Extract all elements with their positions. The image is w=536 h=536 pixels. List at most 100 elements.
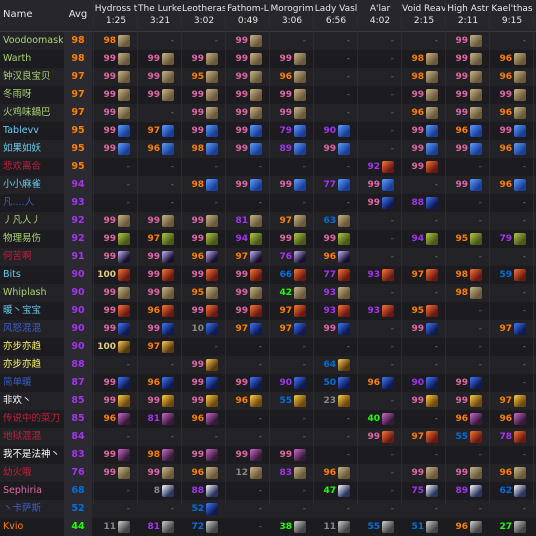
parse-cell[interactable]: 40 bbox=[360, 410, 400, 428]
parse-cell[interactable]: 96 bbox=[140, 302, 180, 320]
table-row[interactable]: 钟汉良宝贝 97 99 99 95 99 96 - - 98 99 96 bbox=[0, 68, 536, 86]
player-name[interactable]: 非欢丶 bbox=[3, 395, 32, 406]
parse-cell[interactable]: 96 bbox=[360, 374, 400, 392]
parse-cell[interactable]: 98 bbox=[184, 140, 224, 158]
parse-cell[interactable]: 97 bbox=[272, 320, 312, 338]
parse-cell[interactable]: 99 bbox=[184, 266, 224, 284]
parse-cell[interactable]: 99 bbox=[96, 140, 136, 158]
parse-cell[interactable]: - bbox=[404, 248, 444, 266]
parse-cell[interactable]: 99 bbox=[448, 392, 488, 410]
parse-cell[interactable]: - bbox=[316, 428, 356, 446]
parse-cell[interactable]: - bbox=[96, 176, 136, 194]
player-name[interactable]: 凡....人 bbox=[3, 197, 35, 208]
parse-cell[interactable]: - bbox=[448, 248, 488, 266]
parse-cell[interactable]: - bbox=[360, 104, 400, 122]
parse-cell[interactable]: - bbox=[360, 50, 400, 68]
player-name[interactable]: 简单暖 bbox=[3, 377, 32, 388]
parse-cell[interactable]: 96 bbox=[492, 464, 532, 482]
parse-cell[interactable]: - bbox=[184, 338, 224, 356]
parse-cell[interactable]: - bbox=[360, 482, 400, 500]
parse-cell[interactable]: 99 bbox=[96, 392, 136, 410]
parse-cell[interactable]: - bbox=[492, 194, 532, 212]
parse-cell[interactable]: 99 bbox=[140, 320, 180, 338]
parse-cell[interactable]: - bbox=[272, 338, 312, 356]
header-boss-4[interactable]: Morogrim 3:06 bbox=[270, 0, 314, 31]
parse-cell[interactable]: 77 bbox=[316, 176, 356, 194]
parse-cell[interactable]: 100 bbox=[96, 338, 136, 356]
parse-cell[interactable]: 89 bbox=[448, 482, 488, 500]
parse-cell[interactable]: 99 bbox=[272, 176, 312, 194]
parse-cell[interactable]: 97 bbox=[140, 122, 180, 140]
parse-cell[interactable]: 99 bbox=[140, 248, 180, 266]
parse-cell[interactable]: - bbox=[272, 482, 312, 500]
parse-cell[interactable]: - bbox=[272, 428, 312, 446]
parse-cell[interactable]: 81 bbox=[228, 212, 268, 230]
parse-cell[interactable]: 11 bbox=[96, 518, 136, 536]
player-name[interactable]: 风怒混混 bbox=[3, 323, 42, 334]
player-name[interactable]: Bits bbox=[3, 269, 21, 280]
parse-cell[interactable]: 99 bbox=[448, 374, 488, 392]
parse-cell[interactable]: 96 bbox=[492, 176, 532, 194]
parse-cell[interactable]: 77 bbox=[316, 266, 356, 284]
parse-cell[interactable]: - bbox=[272, 194, 312, 212]
parse-cell[interactable]: 10 bbox=[184, 320, 224, 338]
parse-cell[interactable]: 99 bbox=[228, 374, 268, 392]
parse-cell[interactable]: 96 bbox=[492, 410, 532, 428]
parse-cell[interactable]: - bbox=[140, 104, 180, 122]
parse-cell[interactable]: - bbox=[140, 176, 180, 194]
parse-cell[interactable]: 99 bbox=[228, 32, 268, 50]
parse-cell[interactable]: 96 bbox=[184, 464, 224, 482]
parse-cell[interactable]: - bbox=[360, 392, 400, 410]
parse-cell[interactable]: - bbox=[492, 248, 532, 266]
parse-cell[interactable]: 96 bbox=[492, 104, 532, 122]
table-row[interactable]: 幼火哦 76 99 99 96 12 83 96 - 99 99 96 bbox=[0, 464, 536, 482]
parse-cell[interactable]: 94 bbox=[404, 230, 444, 248]
parse-cell[interactable]: - bbox=[492, 374, 532, 392]
parse-cell[interactable]: - bbox=[360, 86, 400, 104]
parse-cell[interactable]: 97 bbox=[228, 248, 268, 266]
parse-cell[interactable]: 99 bbox=[272, 50, 312, 68]
parse-cell[interactable]: 99 bbox=[140, 86, 180, 104]
player-name[interactable]: 传说中的菜刀 bbox=[3, 413, 61, 424]
parse-cell[interactable]: 96 bbox=[448, 410, 488, 428]
parse-cell[interactable]: - bbox=[96, 356, 136, 374]
parse-cell[interactable]: 99 bbox=[228, 50, 268, 68]
parse-cell[interactable]: 99 bbox=[96, 320, 136, 338]
parse-cell[interactable]: - bbox=[272, 356, 312, 374]
parse-cell[interactable]: 96 bbox=[448, 518, 488, 536]
table-row[interactable]: 如果如妖 95 99 96 98 99 89 99 - 99 99 96 bbox=[0, 140, 536, 158]
parse-cell[interactable]: - bbox=[492, 302, 532, 320]
parse-cell[interactable]: 96 bbox=[316, 464, 356, 482]
parse-cell[interactable]: 99 bbox=[404, 392, 444, 410]
parse-cell[interactable]: - bbox=[492, 212, 532, 230]
parse-cell[interactable]: 99 bbox=[404, 320, 444, 338]
parse-cell[interactable]: - bbox=[404, 176, 444, 194]
player-name[interactable]: 暖丶宝宝 bbox=[3, 305, 42, 316]
parse-cell[interactable]: - bbox=[448, 320, 488, 338]
table-row[interactable]: Tablevv 95 99 97 99 99 79 90 - 99 96 99 bbox=[0, 122, 536, 140]
parse-cell[interactable]: 99 bbox=[272, 446, 312, 464]
parse-cell[interactable]: 96 bbox=[228, 392, 268, 410]
parse-cell[interactable]: - bbox=[316, 32, 356, 50]
parse-cell[interactable]: - bbox=[360, 32, 400, 50]
parse-cell[interactable]: - bbox=[492, 446, 532, 464]
parse-cell[interactable]: 99 bbox=[140, 464, 180, 482]
parse-cell[interactable]: 42 bbox=[272, 284, 312, 302]
table-row[interactable]: Bits 90 100 99 99 99 66 77 93 97 98 59 bbox=[0, 266, 536, 284]
parse-cell[interactable]: - bbox=[492, 158, 532, 176]
table-row[interactable]: 亦步亦趋 88 - - 99 - - 64 - - - - bbox=[0, 356, 536, 374]
parse-cell[interactable]: - bbox=[404, 500, 444, 518]
parse-cell[interactable]: 99 bbox=[404, 122, 444, 140]
parse-cell[interactable]: - bbox=[404, 356, 444, 374]
player-name[interactable]: Kvio bbox=[3, 521, 24, 532]
parse-cell[interactable]: 99 bbox=[184, 86, 224, 104]
parse-cell[interactable]: 99 bbox=[272, 104, 312, 122]
parse-cell[interactable]: - bbox=[272, 410, 312, 428]
parse-cell[interactable]: - bbox=[448, 338, 488, 356]
parse-cell[interactable]: 98 bbox=[96, 32, 136, 50]
player-name[interactable]: 我不是法神丶 bbox=[3, 449, 61, 460]
parse-cell[interactable]: - bbox=[360, 464, 400, 482]
parse-cell[interactable]: - bbox=[96, 482, 136, 500]
parse-cell[interactable]: - bbox=[492, 500, 532, 518]
table-row[interactable]: Warth 98 99 99 99 99 99 - - 98 99 96 bbox=[0, 50, 536, 68]
